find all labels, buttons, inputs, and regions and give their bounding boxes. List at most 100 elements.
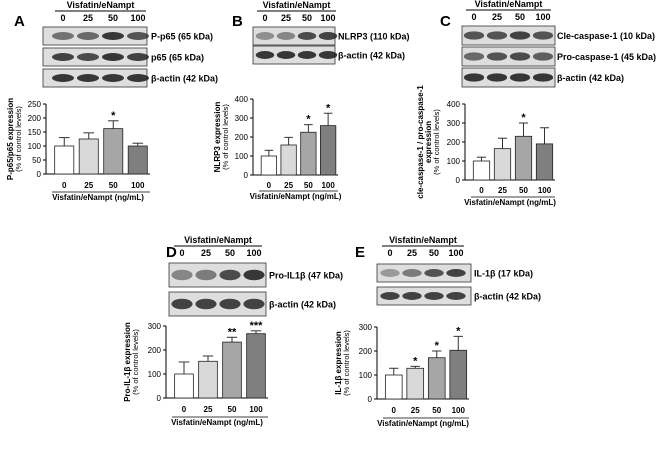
bar-chart-a: 0 50 100 150 200 250 0 25 * 50 100 Visfatin/eNampt … xyxy=(6,98,150,202)
y-axis-label: IL-1β expression xyxy=(334,331,343,395)
blot-band xyxy=(463,73,485,82)
panel-letter-d: D xyxy=(166,244,177,261)
blot-band xyxy=(52,53,74,61)
y-tick-label: 150 xyxy=(28,128,42,137)
x-tick-label: 100 xyxy=(452,406,466,415)
y-tick-label: 400 xyxy=(447,100,461,109)
y-axis-sublabel: (% of control levels) xyxy=(342,330,351,396)
x-tick-label: 50 xyxy=(109,181,118,190)
blot-band xyxy=(77,32,99,40)
y-axis-label: NLRP3 expression xyxy=(213,102,222,173)
x-tick-label: 100 xyxy=(249,405,263,414)
blot-band xyxy=(446,269,466,277)
blot-band xyxy=(446,292,466,300)
y-tick-label: 200 xyxy=(148,346,162,355)
significance-marker: * xyxy=(306,114,311,126)
bar xyxy=(449,349,468,400)
x-axis-label: Visfatin/eNampt (ng/mL) xyxy=(464,198,556,207)
y-tick-label: 0 xyxy=(368,395,373,404)
bar xyxy=(246,333,266,399)
panel-letter-a: A xyxy=(14,13,25,30)
blot-band xyxy=(486,52,508,61)
bar xyxy=(300,131,317,176)
blot-lane-label: 50 xyxy=(108,13,118,23)
blot-strip-label: NLRP3 (110 kDa) xyxy=(338,32,410,42)
blot-band xyxy=(463,52,485,61)
bar xyxy=(78,138,99,175)
y-tick-label: 100 xyxy=(359,371,373,380)
blot-lane-label: 50 xyxy=(515,12,525,22)
bar xyxy=(406,367,425,400)
blot-strip-label: β-actin (42 kDa) xyxy=(151,74,218,84)
x-axis-label: Visfatin/eNampt (ng/mL) xyxy=(171,418,263,427)
x-axis-label: Visfatin/eNampt (ng/mL) xyxy=(377,419,469,428)
bar xyxy=(103,128,124,175)
blot-lane-label: 0 xyxy=(387,248,392,258)
bar xyxy=(535,143,554,181)
blot-band xyxy=(509,31,531,40)
significance-marker: * xyxy=(435,340,440,352)
blot-band xyxy=(402,292,422,300)
blot-lane-label: 50 xyxy=(302,13,312,23)
y-tick-label: 300 xyxy=(148,322,162,331)
y-tick-label: 100 xyxy=(447,157,461,166)
blot-band xyxy=(424,269,444,277)
blot-lane-label: 100 xyxy=(246,248,261,258)
blot-band xyxy=(219,269,241,281)
significance-marker: ** xyxy=(228,326,237,338)
x-tick-label: 0 xyxy=(182,405,187,414)
bar-chart-d: 0 100 200 300 0 25 ** 50 *** 100 Visfatin/eNampt (… xyxy=(123,320,268,427)
blot-lane-label: 100 xyxy=(130,13,145,23)
blot-strip xyxy=(376,263,472,283)
blot-band xyxy=(127,74,149,82)
y-axis-sublabel: (% of control levels) xyxy=(221,104,230,170)
significance-marker: * xyxy=(521,112,526,124)
y-tick-label: 300 xyxy=(447,119,461,128)
bar xyxy=(384,374,403,400)
y-axis-sublabel: expression xyxy=(424,121,433,163)
y-tick-label: 300 xyxy=(359,323,373,332)
panel-letter-c: C xyxy=(440,13,451,30)
blot-strip-label: β-actin (42 kDa) xyxy=(474,292,541,302)
blot-band xyxy=(486,31,508,40)
blot-band xyxy=(486,73,508,82)
x-tick-label: 25 xyxy=(284,181,293,190)
x-tick-label: 25 xyxy=(411,406,420,415)
blot-lane-label: 50 xyxy=(429,248,439,258)
y-axis-label: cle-caspase-1 / pro-caspase-1 xyxy=(416,85,425,199)
blot-strip-label: Pro-caspase-1 (45 kDa) xyxy=(557,52,656,62)
x-tick-label: 50 xyxy=(304,181,313,190)
x-tick-label: 0 xyxy=(479,186,484,195)
blot-header: Visfatin/eNampt xyxy=(475,0,543,9)
blot-band xyxy=(424,292,444,300)
bar xyxy=(174,373,194,399)
x-tick-label: 0 xyxy=(267,181,272,190)
blot-strip-label: Cle-caspase-1 (10 kDa) xyxy=(557,31,655,41)
blot-band xyxy=(127,53,149,61)
western-blot-e: Visfatin/eNampt 0 25 50 100 IL-1β (17 kDa) β-a… xyxy=(376,235,541,306)
x-tick-label: 50 xyxy=(228,405,237,414)
blot-band xyxy=(318,51,338,59)
y-tick-label: 400 xyxy=(235,95,249,104)
y-tick-label: 200 xyxy=(447,138,461,147)
bar-chart-b: 0 100 200 300 400 0 25 * 50 * 100 Visfatin/eNampt (… xyxy=(213,95,342,201)
blot-band xyxy=(102,74,124,82)
blot-strip-label: β-actin (42 kDa) xyxy=(557,73,624,83)
significance-marker: * xyxy=(111,110,116,122)
bar xyxy=(427,357,446,400)
significance-marker: *** xyxy=(250,320,264,332)
blot-band xyxy=(509,73,531,82)
bar xyxy=(280,144,297,176)
blot-band xyxy=(276,51,296,59)
x-tick-label: 0 xyxy=(392,406,397,415)
blot-lane-label: 25 xyxy=(201,248,211,258)
blot-band xyxy=(77,53,99,61)
blot-band xyxy=(243,269,265,281)
x-axis-label: Visfatin/eNampt (ng/mL) xyxy=(52,193,144,202)
y-axis-sublabel: (% of control levels) xyxy=(131,329,140,395)
blot-strip xyxy=(461,67,556,88)
y-axis-label: Pro-IL-1β expression xyxy=(123,322,132,402)
blot-band xyxy=(532,52,554,61)
blot-band xyxy=(380,269,400,277)
